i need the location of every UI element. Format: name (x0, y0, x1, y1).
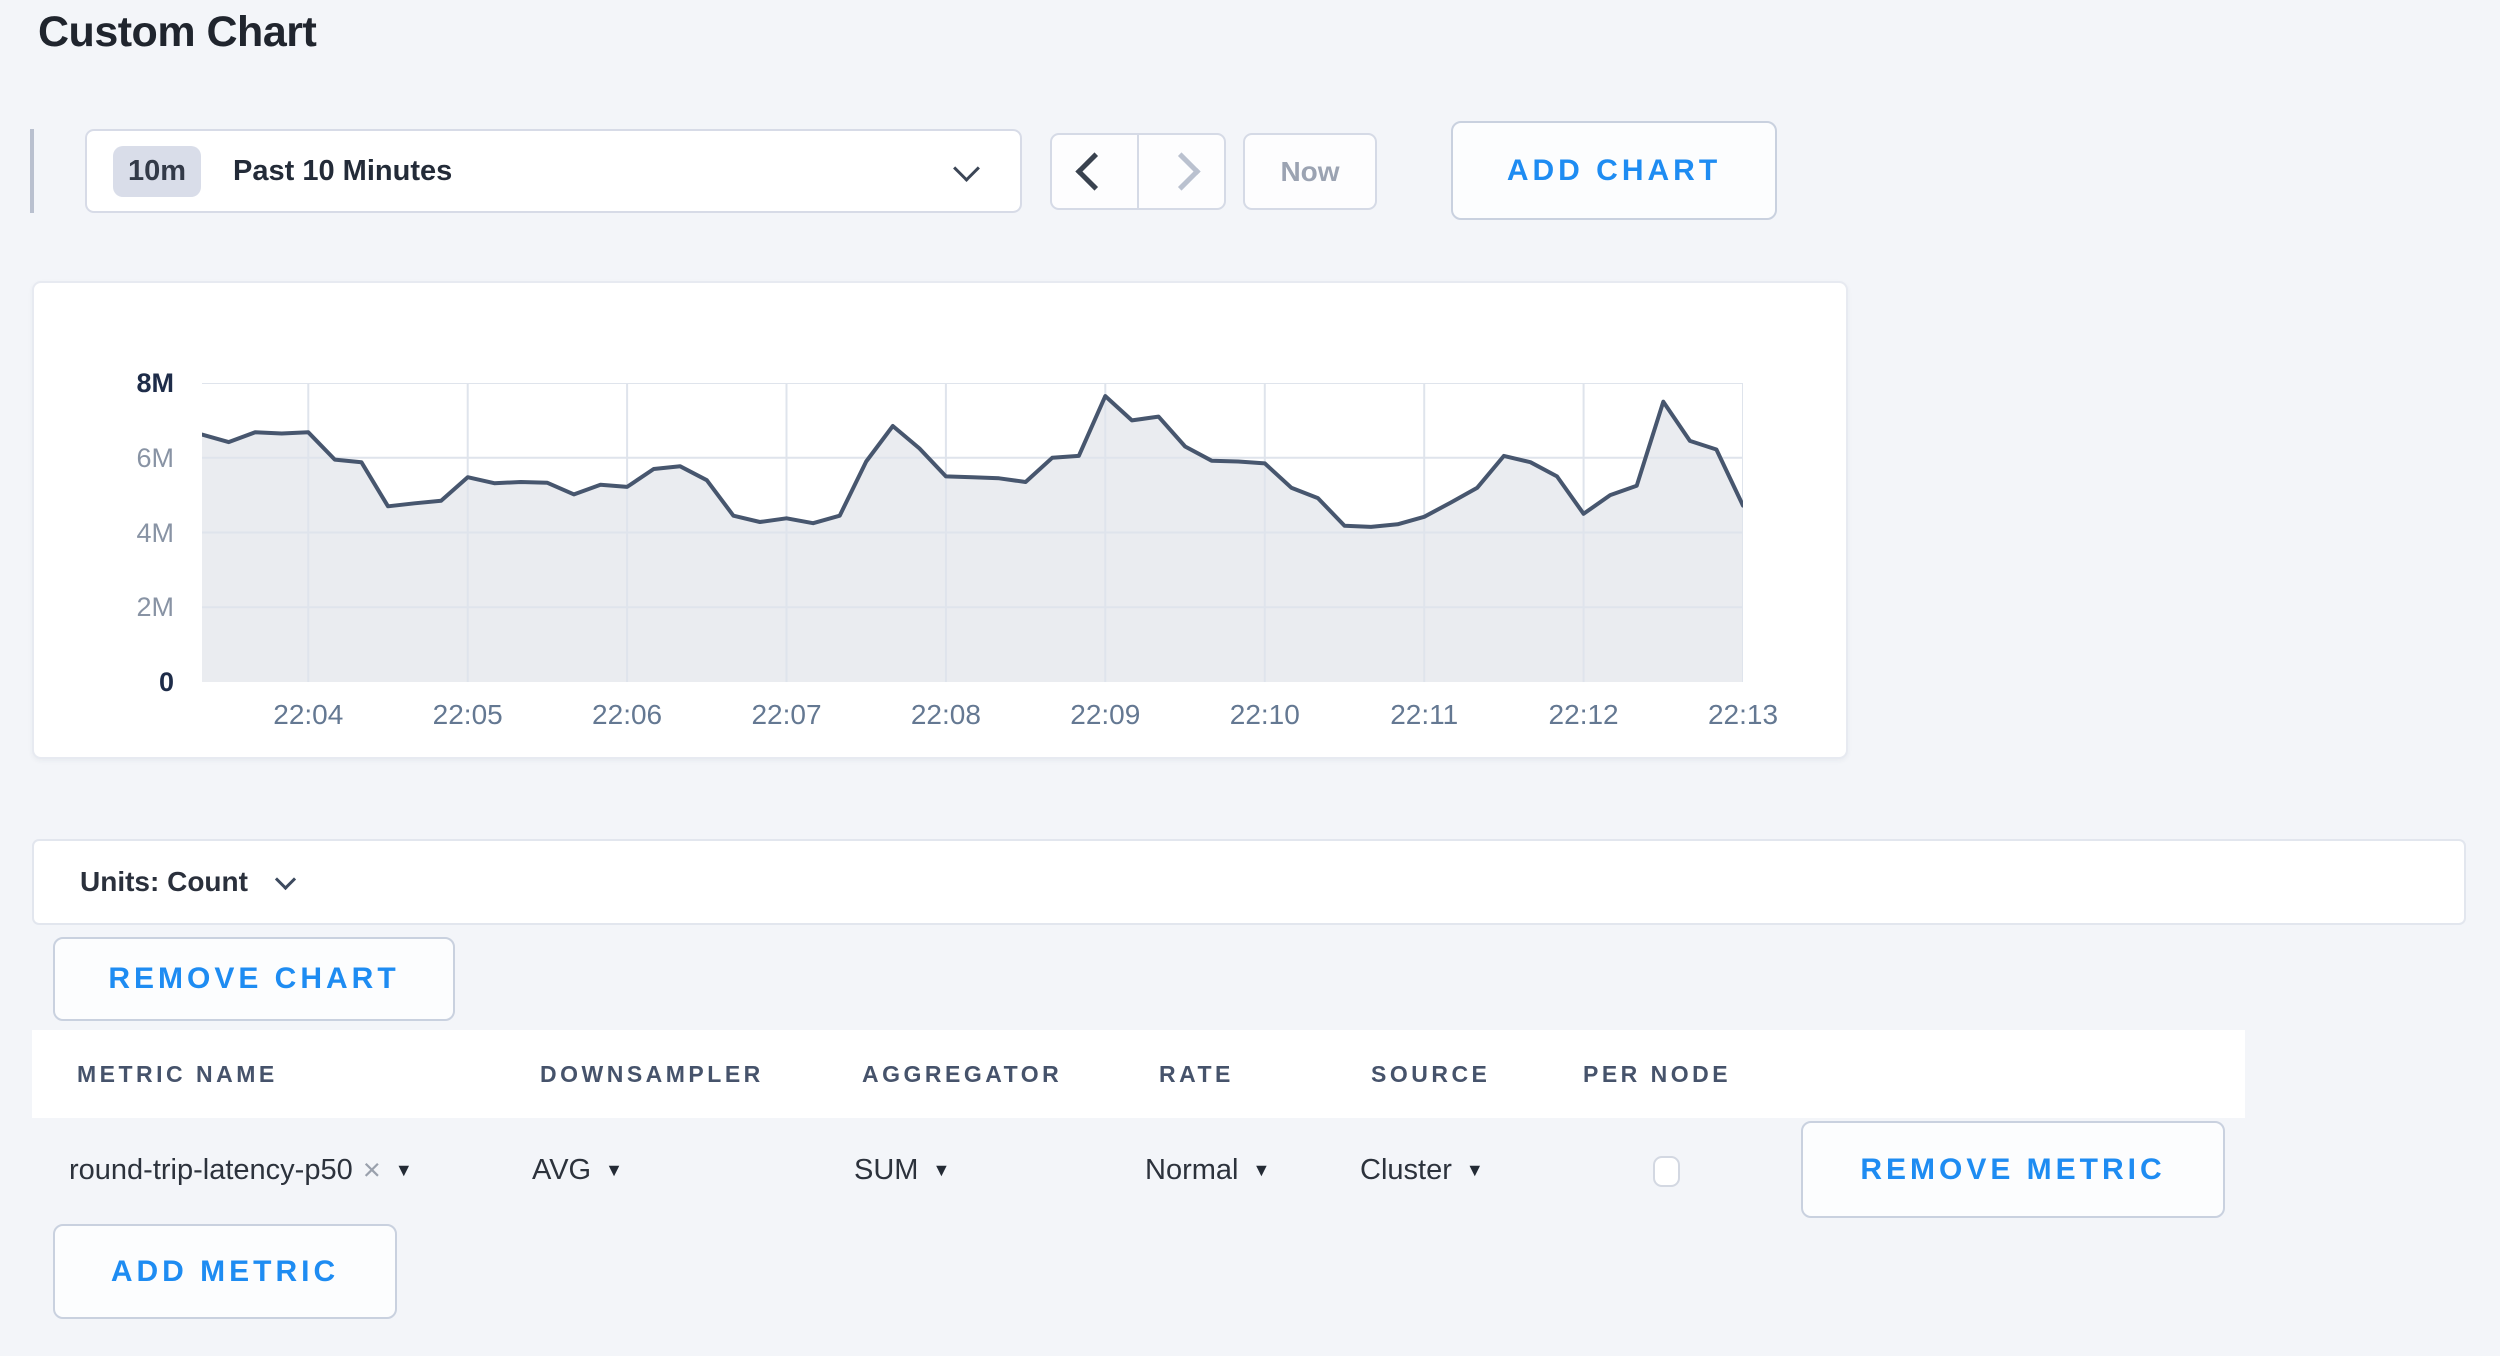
add-chart-button[interactable]: ADD CHART (1451, 121, 1777, 220)
per-node-checkbox[interactable] (1653, 1156, 1680, 1187)
column-header-rate: RATE (1159, 1061, 1234, 1087)
time-range-label: Past 10 Minutes (233, 154, 453, 187)
y-axis-tick-label: 0 (158, 667, 174, 697)
time-range-dropdown[interactable]: 10m Past 10 Minutes (85, 129, 1022, 213)
timeseries-area-chart[interactable] (202, 383, 1743, 682)
metrics-table-header: METRIC NAME DOWNSAMPLER AGGREGATOR RATE … (32, 1030, 2245, 1118)
chevron-right-icon (1162, 152, 1201, 191)
x-axis-tick-label: 22:13 (1707, 699, 1779, 730)
y-axis-tick-label: 2M (136, 592, 174, 623)
y-axis-tick-label: 6M (136, 442, 174, 473)
x-axis-tick-label: 22:06 (592, 699, 663, 730)
units-dropdown[interactable]: Units: Count (32, 839, 2466, 925)
x-axis-tick-label: 22:08 (910, 699, 981, 730)
column-header-source: SOURCE (1371, 1061, 1491, 1087)
caret-down-icon: ▼ (1252, 1159, 1271, 1180)
column-header-aggregator: AGGREGATOR (862, 1061, 1063, 1087)
source-value: Cluster (1360, 1153, 1452, 1186)
aggregator-value: SUM (854, 1153, 919, 1186)
metric-name-value: round-trip-latency-p50 (69, 1153, 353, 1186)
time-scale-badge: 10m (113, 145, 202, 197)
column-header-per-node: PER NODE (1583, 1061, 1732, 1087)
downsampler-select[interactable]: AVG ▼ (532, 1118, 623, 1222)
rate-select[interactable]: Normal ▼ (1145, 1118, 1270, 1222)
x-axis-tick-label: 22:12 (1548, 699, 1619, 730)
chevron-down-icon (274, 868, 297, 890)
now-button[interactable]: Now (1243, 133, 1377, 210)
chevron-down-icon (953, 154, 980, 182)
x-axis-tick-label: 22:04 (273, 699, 344, 730)
downsampler-value: AVG (532, 1153, 592, 1186)
column-header-metric-name: METRIC NAME (77, 1061, 278, 1087)
y-axis-tick-label: 4M (136, 517, 174, 548)
caret-down-icon: ▼ (932, 1159, 951, 1180)
remove-chart-button[interactable]: REMOVE CHART (53, 937, 455, 1021)
units-label: Units: Count (80, 866, 248, 897)
clear-metric-icon[interactable]: × (362, 1152, 381, 1187)
add-metric-button[interactable]: ADD METRIC (53, 1224, 397, 1319)
chart-card: 8M 6M 4M 2M 0 22:04 22:05 22:06 22:07 22:08 22:09… (32, 281, 1848, 759)
x-axis-tick-label: 22:11 (1390, 699, 1459, 730)
x-axis-tick-label: 22:09 (1070, 699, 1141, 730)
caret-down-icon: ▼ (394, 1159, 413, 1180)
remove-metric-button[interactable]: REMOVE METRIC (1801, 1121, 2225, 1218)
toolbar-accent-divider (30, 129, 34, 213)
caret-down-icon: ▼ (605, 1159, 623, 1180)
metric-name-select[interactable]: round-trip-latency-p50 × ▼ (69, 1118, 413, 1222)
y-axis-tick-label: 8M (136, 368, 174, 398)
next-time-button[interactable] (1137, 135, 1224, 208)
page-title: Custom Chart (38, 8, 317, 56)
prev-time-button[interactable] (1052, 135, 1137, 208)
chevron-left-icon (1075, 152, 1114, 191)
column-header-downsampler: DOWNSAMPLER (540, 1061, 764, 1087)
rate-value: Normal (1145, 1153, 1239, 1186)
metric-row: round-trip-latency-p50 × ▼ AVG ▼ SUM ▼ N… (32, 1118, 2245, 1222)
x-axis-tick-label: 22:07 (751, 699, 822, 730)
x-axis-tick-label: 22:05 (432, 699, 503, 730)
time-nav-arrows (1050, 133, 1226, 210)
caret-down-icon: ▼ (1465, 1159, 1484, 1180)
aggregator-select[interactable]: SUM ▼ (854, 1118, 950, 1222)
source-select[interactable]: Cluster ▼ (1360, 1118, 1484, 1222)
x-axis-tick-label: 22:10 (1229, 699, 1300, 730)
